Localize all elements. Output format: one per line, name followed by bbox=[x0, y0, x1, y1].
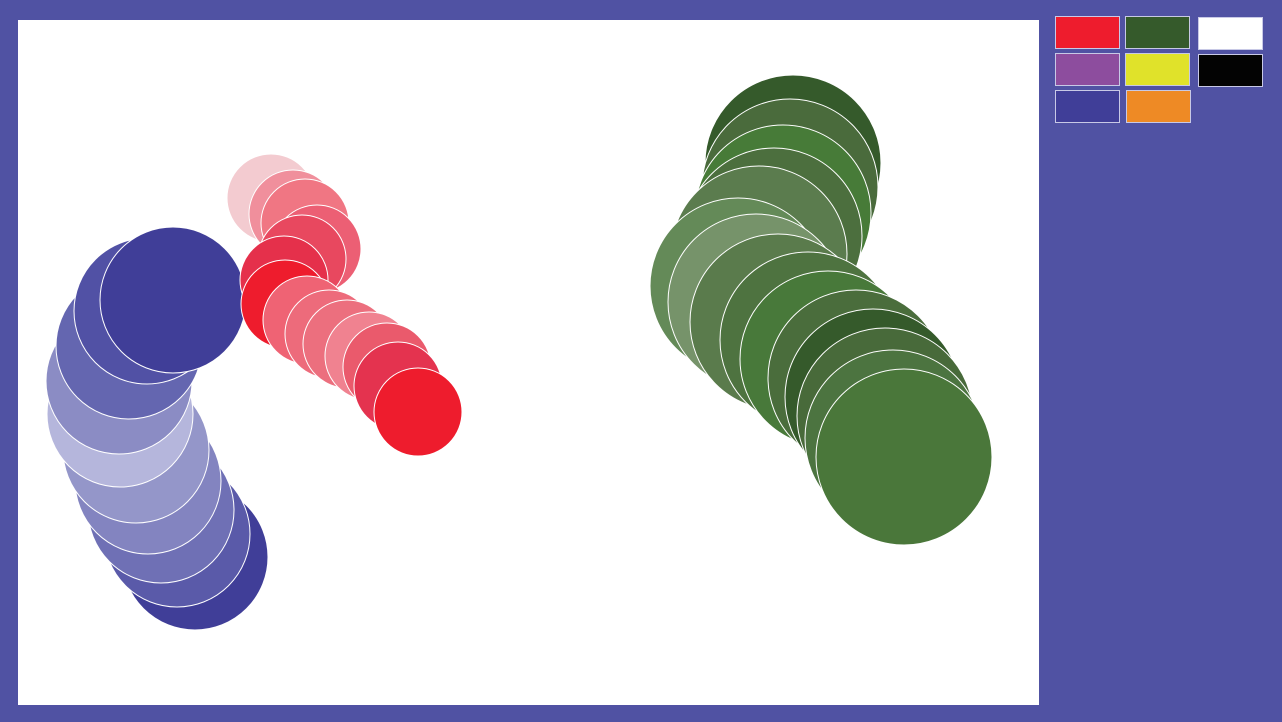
blue-stroke-dab bbox=[99, 226, 247, 374]
drawing-canvas[interactable] bbox=[18, 20, 1039, 705]
color-palette bbox=[1055, 16, 1267, 126]
canvas-svg[interactable] bbox=[18, 20, 1039, 705]
red-stroke bbox=[226, 153, 463, 457]
green-stroke bbox=[649, 74, 993, 546]
swatch-purple[interactable] bbox=[1055, 53, 1120, 86]
green-stroke-dab bbox=[815, 368, 993, 546]
red-stroke-dab bbox=[373, 367, 463, 457]
swatch-red[interactable] bbox=[1055, 16, 1120, 49]
swatch-white[interactable] bbox=[1198, 17, 1263, 50]
swatch-orange[interactable] bbox=[1126, 90, 1191, 123]
swatch-black[interactable] bbox=[1198, 54, 1263, 87]
swatch-dark-green[interactable] bbox=[1125, 16, 1190, 49]
blue-stroke bbox=[45, 226, 269, 631]
swatch-yellow[interactable] bbox=[1125, 53, 1190, 86]
swatch-indigo[interactable] bbox=[1055, 90, 1120, 123]
